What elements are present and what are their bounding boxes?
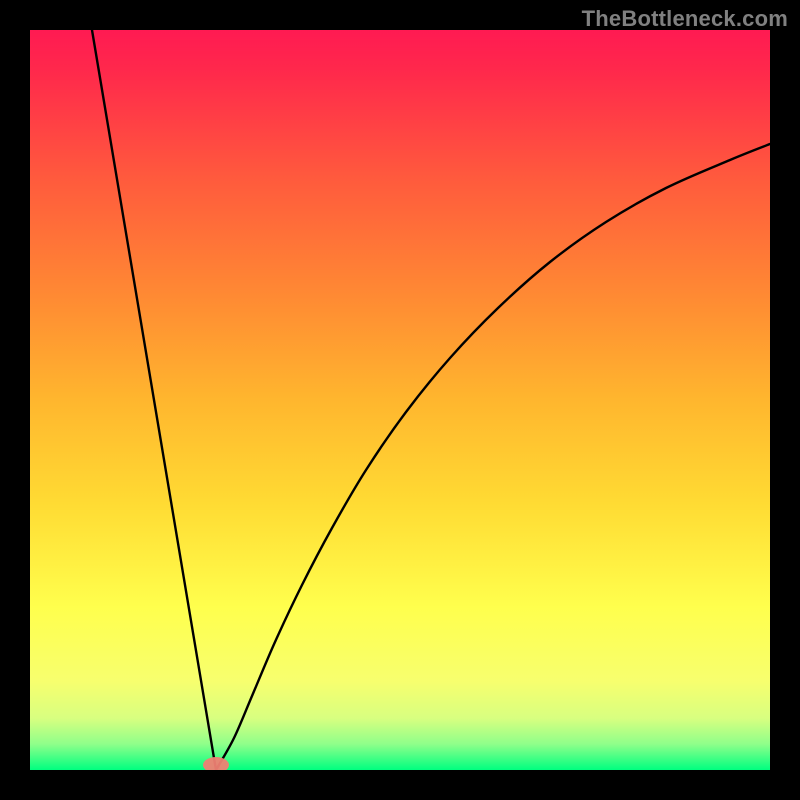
- chart-frame: TheBottleneck.com: [0, 0, 800, 800]
- gradient-background: [30, 30, 770, 770]
- watermark-text: TheBottleneck.com: [582, 6, 788, 32]
- chart-svg: [30, 30, 770, 770]
- plot-area: [30, 30, 770, 770]
